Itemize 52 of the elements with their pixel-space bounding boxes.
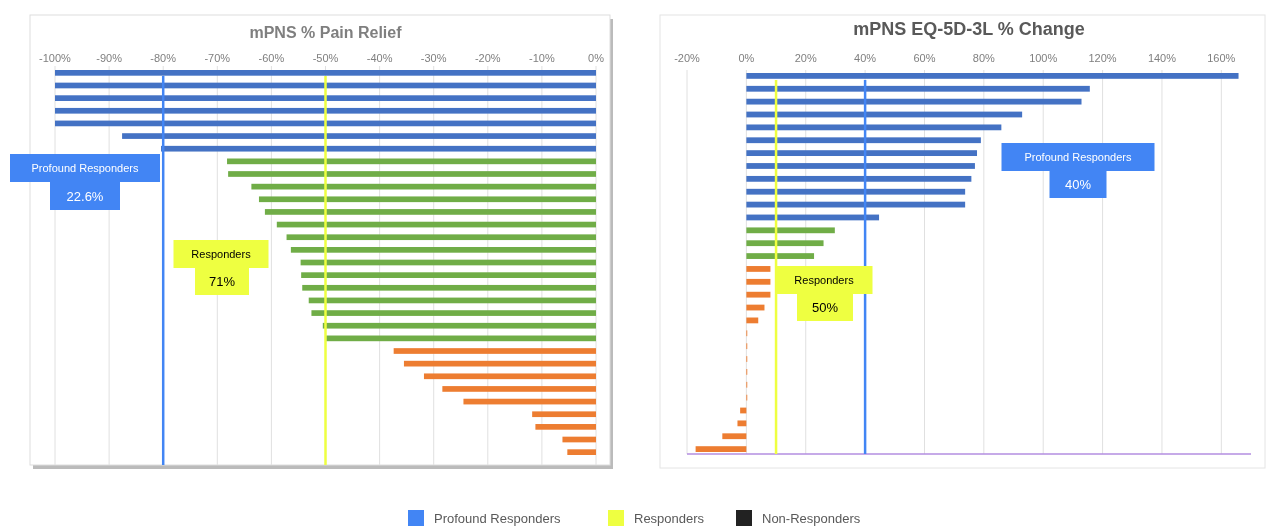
x-tick-label: 80% [972,52,996,64]
bar [695,446,747,452]
x-tick-label: 0% [738,52,755,64]
x-tick-label: -30% [420,52,447,64]
bar [746,73,1239,79]
x-tick-label: 100% [1029,52,1058,64]
x-tick-label: 120% [1088,52,1117,64]
bar [746,150,978,157]
x-tick-label: -80% [150,52,177,64]
bar [746,163,975,169]
annotation: Responders [794,274,855,286]
bar [746,240,824,247]
bar [746,124,1002,131]
annotation: 40% [1064,177,1092,192]
category-label: Non-Responders [762,511,861,526]
x-tick-label: -20% [474,52,501,64]
x-tick-label: 40% [854,52,877,64]
annotation: Profound Responders [31,162,140,174]
bar [746,85,1090,92]
category-label: Profound Responders [434,511,561,526]
chart-title: mPNS EQ-5D-3L % Change [853,19,1085,39]
annotation: Profound Responders [1024,151,1133,163]
x-tick-label: -90% [96,52,123,64]
x-tick-label: -10% [529,52,555,64]
x-tick-label: -100% [39,52,72,64]
annotation: 71% [208,274,236,289]
x-tick-label: 20% [794,52,817,64]
x-tick-label: 140% [1147,52,1177,64]
bar [746,291,771,298]
x-tick-label: 0% [588,52,605,64]
x-tick-label: 160% [1207,52,1236,64]
x-tick-label: -70% [204,52,231,64]
x-tick-label: -60% [258,52,285,64]
annotation: 50% [811,300,839,315]
bar [722,433,747,440]
bar [746,253,815,259]
x-tick-label: 60% [913,52,936,64]
bar [746,266,771,272]
bar [746,137,981,144]
bar [746,98,1082,105]
bar [746,227,835,234]
bar [737,420,747,427]
bar [746,175,972,182]
x-tick-label: -20% [674,52,701,64]
x-tick-label: -50% [312,52,339,64]
annotation: Responders [191,248,252,260]
x-tick-label: -40% [366,52,393,64]
bar [746,188,966,195]
category-label: Responders [634,511,705,526]
chart-title: mPNS % Pain Relief [249,24,403,41]
annotation: 22.6% [66,189,104,204]
bar [746,278,771,285]
